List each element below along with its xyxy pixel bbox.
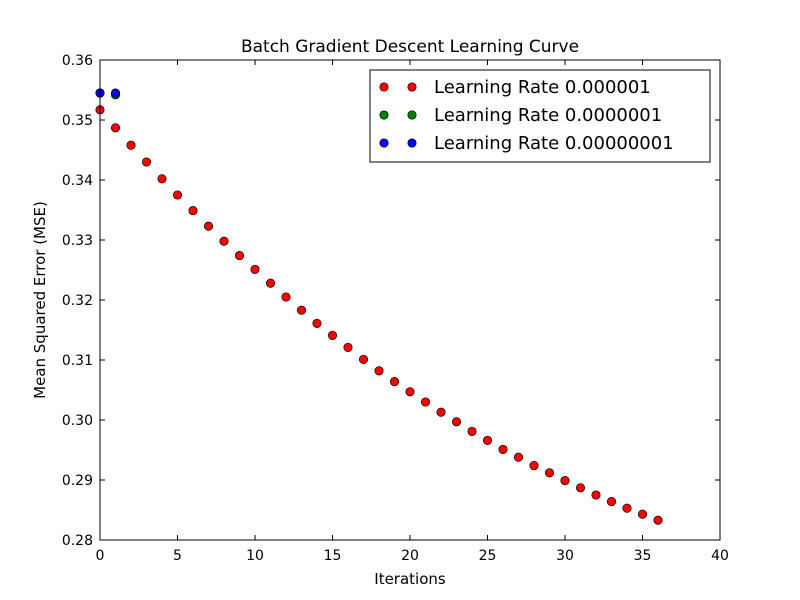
data-point [498, 444, 508, 454]
ticks-layer: 0 5 10 15 20 25 30 35 40 0.28 0.29 0.30 0.31 0.32 0.33… [62, 53, 729, 564]
y-tick-label: 0.36 [62, 53, 93, 69]
y-tick-label: 0.34 [62, 173, 93, 189]
data-point [296, 305, 307, 315]
data-point [389, 377, 400, 387]
y-tick-label: 0.29 [62, 473, 93, 489]
legend-marker [407, 110, 417, 120]
legend-marker [379, 110, 389, 120]
data-point [575, 483, 586, 493]
data-point [637, 509, 648, 519]
data-point [420, 397, 431, 407]
data-point [482, 435, 493, 445]
legend-label: Learning Rate 0.0000001 [434, 105, 662, 126]
x-tick-label: 5 [173, 548, 182, 564]
x-tick-label: 25 [479, 548, 497, 564]
x-tick-label: 0 [96, 548, 105, 564]
y-tick-label: 0.31 [62, 353, 93, 369]
y-tick-label: 0.33 [62, 233, 93, 249]
legend-label: Learning Rate 0.00000001 [434, 133, 674, 154]
legend-marker [379, 138, 389, 148]
data-point [653, 515, 663, 525]
chart-title: Batch Gradient Descent Learning Curve [241, 37, 579, 57]
data-point [234, 251, 245, 261]
x-tick-label: 10 [246, 548, 264, 564]
data-point [451, 417, 462, 427]
data-point [544, 468, 555, 478]
plot-frame [99, 59, 721, 541]
data-point [188, 206, 198, 216]
data-point [203, 221, 214, 231]
data-point [560, 476, 570, 486]
data-point [358, 354, 369, 364]
legend-marker [407, 138, 417, 148]
x-tick-label: 30 [556, 548, 574, 564]
data-point [141, 157, 152, 167]
y-tick-label: 0.35 [62, 113, 93, 129]
data-point [172, 190, 183, 200]
legend-marker [407, 82, 417, 92]
data-point [265, 278, 276, 288]
y-axis-label: Mean Squared Error (MSE) [31, 201, 49, 399]
data-point [219, 236, 229, 246]
data-point [622, 503, 632, 513]
series-0 [95, 105, 663, 525]
data-point [513, 452, 524, 462]
y-tick-label: 0.30 [62, 413, 93, 429]
legend: Learning Rate 0.000001 Learning Rate 0.00… [369, 69, 711, 163]
y-tick-label: 0.28 [62, 533, 93, 549]
x-tick-label: 15 [324, 548, 342, 564]
data-point [529, 461, 539, 471]
legend-marker [379, 82, 389, 92]
legend-box [369, 69, 711, 163]
data-point [126, 140, 136, 150]
x-tick-label: 35 [634, 548, 652, 564]
data-point [591, 490, 601, 500]
data-point [374, 366, 384, 376]
data-point [110, 123, 121, 133]
x-axis-label: Iterations [374, 570, 446, 588]
data-point [281, 292, 291, 302]
data-point [312, 318, 322, 328]
data-point [327, 330, 338, 340]
x-tick-label: 40 [711, 548, 729, 564]
y-tick-label: 0.32 [62, 293, 93, 309]
data-point [606, 497, 617, 507]
data-point [250, 264, 260, 274]
data-point [405, 387, 415, 397]
data-point [436, 407, 446, 417]
data-point [110, 88, 121, 98]
data-point [467, 426, 477, 436]
legend-label: Learning Rate 0.000001 [434, 77, 651, 98]
x-tick-label: 20 [401, 548, 419, 564]
data-point [157, 174, 167, 184]
data-point [343, 342, 353, 352]
